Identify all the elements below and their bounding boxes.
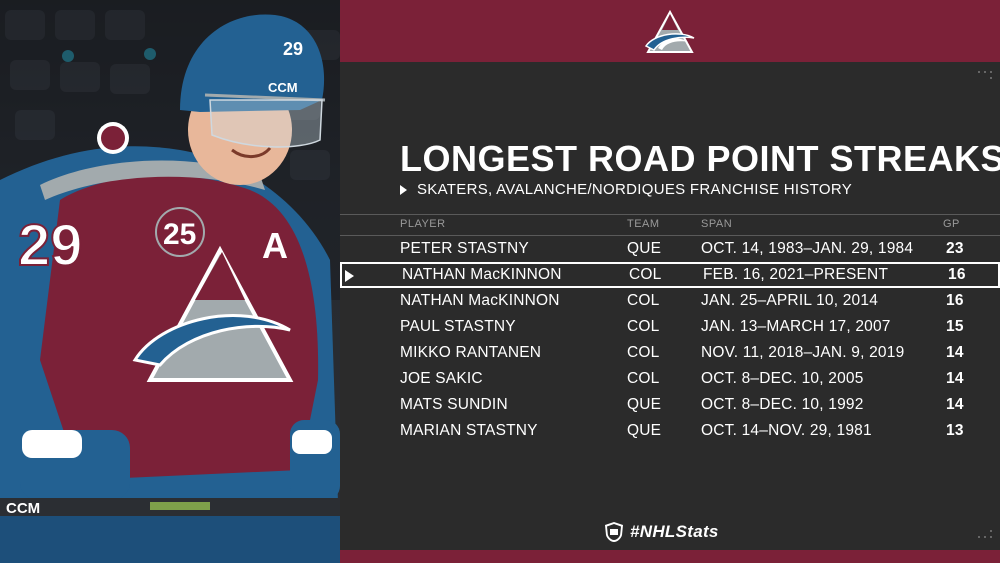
table-header: PLAYER TEAM SPAN GP xyxy=(340,214,1000,236)
team-code: COL xyxy=(627,292,660,309)
team-code: COL xyxy=(629,266,662,283)
player-name: PETER STASTNY xyxy=(400,240,529,257)
footer-hashtag: #NHLStats xyxy=(604,521,719,543)
team-code: COL xyxy=(627,370,660,387)
streak-span: OCT. 14–NOV. 29, 1981 xyxy=(701,422,872,439)
subtitle-row: SKATERS, AVALANCHE/NORDIQUES FRANCHISE H… xyxy=(400,181,852,198)
shoulder-number: 29 xyxy=(18,213,83,278)
streak-span: JAN. 25–APRIL 10, 2014 xyxy=(701,292,879,309)
graphic-subtitle: SKATERS, AVALANCHE/NORDIQUES FRANCHISE H… xyxy=(417,181,853,198)
avalanche-logo-icon xyxy=(644,9,695,53)
header-player: PLAYER xyxy=(400,218,446,230)
header-span: SPAN xyxy=(701,218,733,230)
table-row: JOE SAKIC COL OCT. 8–DEC. 10, 2005 14 xyxy=(340,366,1000,392)
games-played: 16 xyxy=(948,266,966,283)
stats-panel xyxy=(340,0,1000,563)
triangle-right-icon xyxy=(345,270,354,282)
team-code: QUE xyxy=(627,396,662,413)
games-played: 14 xyxy=(946,370,964,387)
games-played: 14 xyxy=(946,344,964,361)
stick-brand: CCM xyxy=(6,500,40,517)
player-name: PAUL STASTNY xyxy=(400,318,516,335)
team-code: COL xyxy=(627,344,660,361)
streak-span: OCT. 14, 1983–JAN. 29, 1984 xyxy=(701,240,914,257)
games-played: 23 xyxy=(946,240,964,257)
corner-dots-icon xyxy=(978,530,992,540)
streak-span: FEB. 16, 2021–PRESENT xyxy=(703,266,889,283)
streak-span: OCT. 8–DEC. 10, 2005 xyxy=(701,370,864,387)
table-body: PETER STASTNY QUE OCT. 14, 1983–JAN. 29,… xyxy=(340,236,1000,444)
games-played: 13 xyxy=(946,422,964,439)
header-gp: GP xyxy=(943,218,960,230)
table-row: PAUL STASTNY COL JAN. 13–MARCH 17, 2007 … xyxy=(340,314,1000,340)
team-code: COL xyxy=(627,318,660,335)
team-code: QUE xyxy=(627,422,662,439)
header-team: TEAM xyxy=(627,218,660,230)
table-row: PETER STASTNY QUE OCT. 14, 1983–JAN. 29,… xyxy=(340,236,1000,262)
helmet-number: 29 xyxy=(283,39,303,59)
nhl-shield-icon xyxy=(605,522,623,542)
jersey-crest-icon xyxy=(132,245,294,382)
games-played: 14 xyxy=(946,396,964,413)
player-name: MATS SUNDIN xyxy=(400,396,508,413)
player-name: MIKKO RANTANEN xyxy=(400,344,542,361)
table-row: MIKKO RANTANEN COL NOV. 11, 2018–JAN. 9,… xyxy=(340,340,1000,366)
player-name: NATHAN MacKINNON xyxy=(400,292,560,309)
games-played: 16 xyxy=(946,292,964,309)
table-row-highlighted: NATHAN MacKINNON COL FEB. 16, 2021–PRESE… xyxy=(340,262,1000,288)
table-row: MARIAN STASTNY QUE OCT. 14–NOV. 29, 1981… xyxy=(340,418,1000,444)
graphic-title: LONGEST ROAD POINT STREAKS xyxy=(400,138,1000,179)
streak-span: JAN. 13–MARCH 17, 2007 xyxy=(701,318,891,335)
triangle-right-icon xyxy=(400,184,407,195)
player-name: JOE SAKIC xyxy=(400,370,483,387)
nhl-stats-hashtag: #NHLStats xyxy=(630,522,719,541)
player-name: NATHAN MacKINNON xyxy=(402,266,562,283)
games-played: 15 xyxy=(946,318,964,335)
alternate-captain-letter: A xyxy=(262,225,288,266)
table-row: NATHAN MacKINNON COL JAN. 25–APRIL 10, 2… xyxy=(340,288,1000,314)
corner-dots-icon xyxy=(978,71,992,81)
helmet-brand: CCM xyxy=(268,80,298,95)
player-name: MARIAN STASTNY xyxy=(400,422,538,439)
player-illustration: 29 25 A CCM 29 xyxy=(0,0,340,563)
streak-span: OCT. 8–DEC. 10, 1992 xyxy=(701,396,864,413)
team-code: QUE xyxy=(627,240,662,257)
anniversary-patch: 25 xyxy=(163,218,196,251)
streak-span: NOV. 11, 2018–JAN. 9, 2019 xyxy=(701,344,905,361)
bottom-banner xyxy=(340,550,1000,563)
table-row: MATS SUNDIN QUE OCT. 8–DEC. 10, 1992 14 xyxy=(340,392,1000,418)
player-photo: 29 25 A CCM 29 xyxy=(0,0,340,563)
